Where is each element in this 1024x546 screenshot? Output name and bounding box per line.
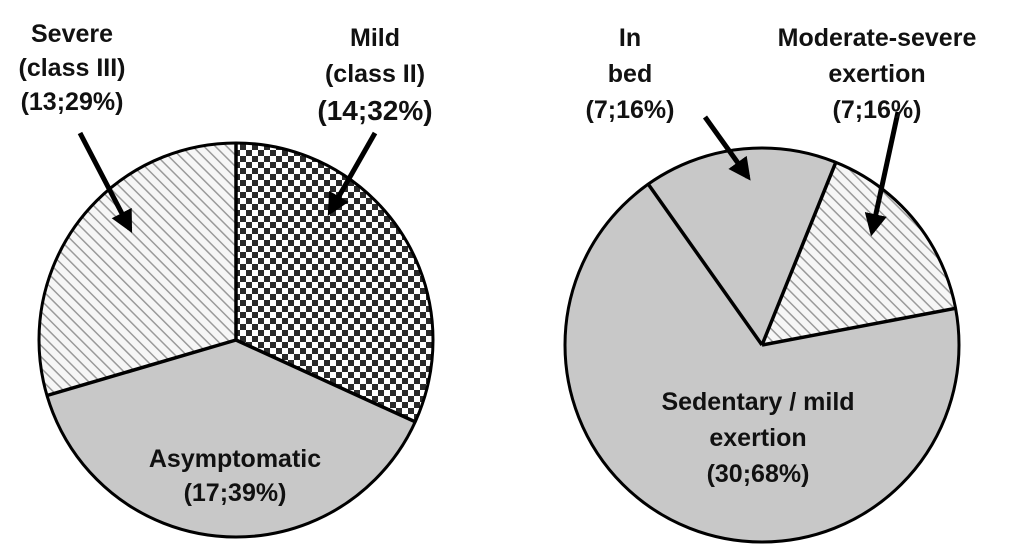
slice-label-in-bed: In bed (7;16%) bbox=[586, 24, 675, 124]
slice-label-sedentary-mild: Sedentary / mild exertion (30;68%) bbox=[661, 388, 854, 488]
slice-label-asymptomatic: Asymptomatic (17;39%) bbox=[149, 445, 321, 507]
pie-chart-2 bbox=[563, 146, 961, 544]
pie-slice-asymptomatic bbox=[46, 340, 416, 538]
slice-label-moderate-severe: Moderate-severe exertion (7;16%) bbox=[778, 24, 977, 124]
pie-chart-1 bbox=[37, 141, 435, 539]
pie-slice-moderate-severe bbox=[762, 162, 956, 345]
arrow-in-bed bbox=[702, 115, 751, 181]
slice-label-mild: Mild (class II) (14;32%) bbox=[317, 24, 432, 126]
pie-slice-in-bed bbox=[648, 147, 836, 345]
arrow-moderate-severe bbox=[864, 111, 901, 237]
pie-edge-2-2 bbox=[646, 183, 764, 347]
pie-edge-1-2 bbox=[46, 338, 237, 398]
pie-edge-2-0 bbox=[760, 161, 838, 346]
pie-edge-2-1 bbox=[761, 306, 956, 347]
arrow-severe bbox=[77, 131, 133, 233]
arrow-mild bbox=[327, 131, 378, 216]
slice-label-severe: Severe (class III) (13;29%) bbox=[19, 20, 126, 116]
pie-slice-mild bbox=[236, 143, 434, 422]
pie-edge-1-1 bbox=[235, 338, 416, 424]
pie-slice-severe bbox=[39, 143, 236, 396]
pie-outline-2 bbox=[563, 146, 961, 544]
pie-slice-sedentary-mild bbox=[565, 184, 960, 543]
pie-outline-1 bbox=[37, 141, 435, 539]
